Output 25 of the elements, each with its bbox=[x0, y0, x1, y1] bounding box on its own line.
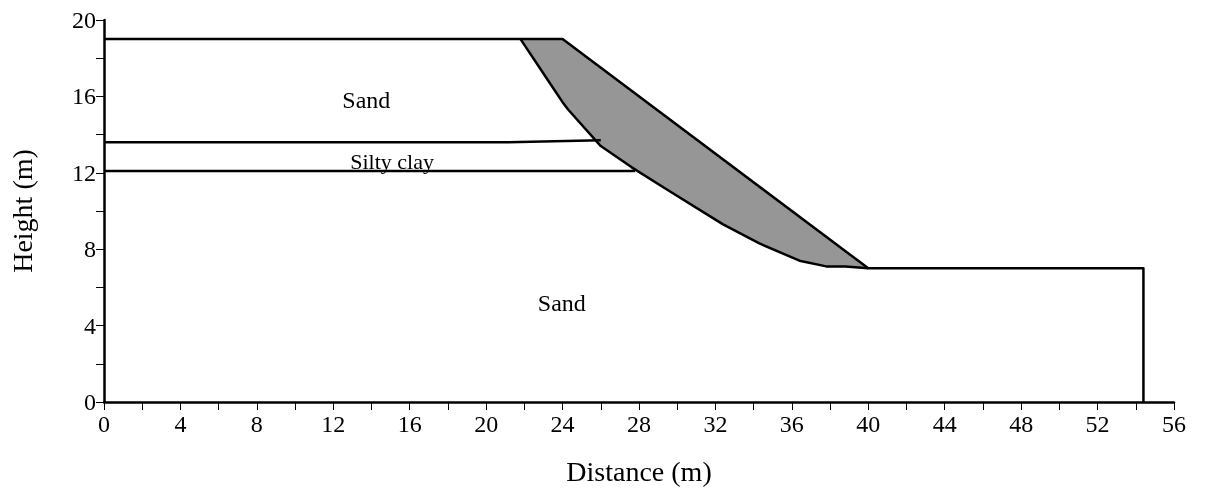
x-tick-label: 36 bbox=[779, 411, 804, 437]
x-tick-label: 24 bbox=[550, 411, 575, 437]
x-tick-label: 32 bbox=[703, 411, 728, 437]
x-tick-label: 52 bbox=[1085, 411, 1110, 437]
y-tick-label: 16 bbox=[72, 83, 96, 110]
y-tick-label: 4 bbox=[84, 312, 96, 339]
x-tick-label: 16 bbox=[397, 411, 422, 437]
x-tick-label: 4 bbox=[174, 411, 187, 437]
x-tick-label: 28 bbox=[627, 411, 651, 437]
x-tick-label: 44 bbox=[932, 411, 957, 437]
x-axis-title: Distance (m) bbox=[566, 455, 712, 487]
x-tick-label: 12 bbox=[321, 411, 346, 437]
y-axis-title: Height (m) bbox=[6, 149, 38, 273]
x-tick-label: 8 bbox=[250, 411, 263, 437]
y-tick-label: 0 bbox=[84, 389, 96, 415]
x-tick-label: 56 bbox=[1162, 411, 1186, 437]
x-tick-label: 48 bbox=[1009, 411, 1034, 437]
y-tick-label: 8 bbox=[84, 236, 96, 263]
y-tick-label: 12 bbox=[72, 159, 96, 186]
x-tick-label: 40 bbox=[856, 411, 881, 437]
annotation: Sand bbox=[342, 87, 391, 114]
annotation: Silty clay bbox=[350, 148, 434, 174]
annotation: Sand bbox=[537, 289, 586, 316]
y-tick-label: 20 bbox=[72, 7, 96, 33]
x-tick-label: 20 bbox=[474, 411, 499, 437]
